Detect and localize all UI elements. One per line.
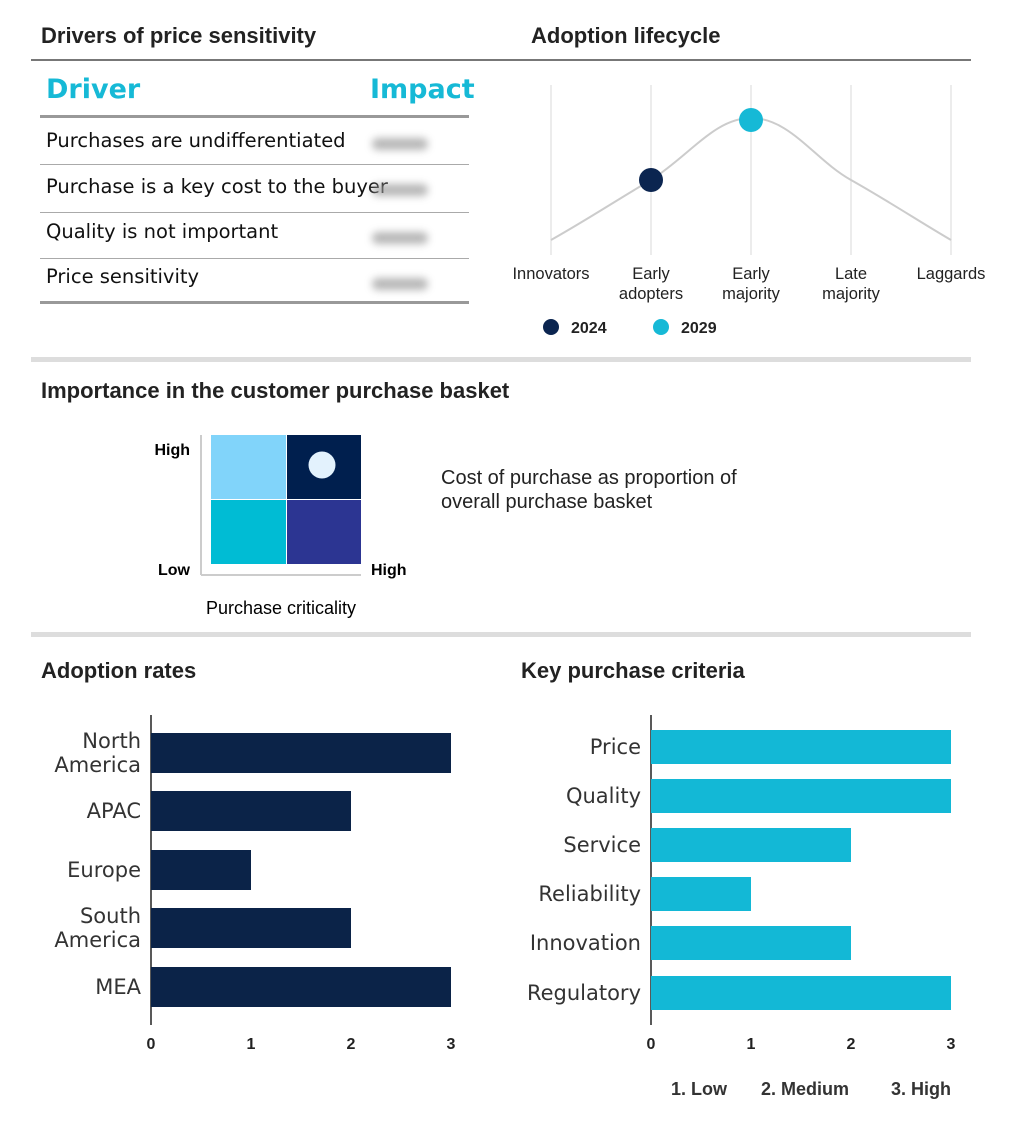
row-divider	[40, 164, 469, 165]
basket-title: Importance in the customer purchase bask…	[41, 378, 510, 403]
table-row: Price sensitivity	[46, 265, 200, 288]
lifecycle-title: Adoption lifecycle	[531, 23, 721, 48]
bar-innovation	[651, 926, 851, 960]
bar-north-america	[151, 733, 451, 773]
adoption-rates-title: Adoption rates	[41, 658, 197, 683]
legend-2029-label: 2029	[681, 320, 717, 337]
bar-reliability	[651, 877, 751, 911]
category-label: Reliability	[538, 882, 641, 906]
stage-label: Late majority	[822, 265, 881, 303]
legend-2024-dot	[543, 319, 559, 335]
cell-bottom-left	[211, 500, 286, 564]
cell-bottom-right	[287, 500, 361, 564]
impact-redacted	[372, 232, 428, 244]
basket-matrix: High Low High Purchase criticality	[154, 435, 407, 618]
category-label: Innovation	[530, 931, 641, 955]
table-row: Purchase is a key cost to the buyer	[46, 175, 388, 198]
stage-label: Early adopters	[619, 265, 683, 303]
impact-redacted	[372, 278, 428, 290]
table-bottom-rule	[40, 301, 469, 304]
category-label: Service	[563, 833, 641, 857]
category-label: Europe	[67, 858, 141, 882]
category-label: South America	[54, 904, 141, 952]
x-high-label: High	[371, 562, 407, 579]
section-divider	[31, 632, 971, 637]
section-divider	[31, 357, 971, 362]
category-label: MEA	[95, 975, 141, 999]
stage-label: Innovators	[512, 265, 589, 283]
lifecycle-chart: Innovators Early adopters Early majority Late…	[512, 85, 986, 337]
bar-regulatory	[651, 976, 951, 1010]
bar-service	[651, 828, 851, 862]
kpc-title: Key purchase criteria	[521, 658, 745, 683]
y-high-label: High	[154, 442, 190, 459]
x-tick-label: 3	[947, 1036, 956, 1053]
bar-europe	[151, 850, 251, 890]
stage-label: Laggards	[917, 265, 986, 283]
bar-price	[651, 730, 951, 764]
header-driver: Driver	[46, 74, 141, 105]
x-tick-label: 2	[347, 1036, 356, 1053]
legend-item: 1. Low	[671, 1079, 728, 1099]
table-row: Quality is not important	[46, 220, 279, 243]
impact-redacted	[372, 184, 428, 196]
category-label: Regulatory	[527, 981, 641, 1005]
bar-apac	[151, 791, 351, 831]
bar-south-america	[151, 908, 351, 948]
x-tick-label: 3	[447, 1036, 456, 1053]
x-tick-label: 2	[847, 1036, 856, 1053]
x-axis-label: Purchase criticality	[206, 598, 356, 618]
marker-2024	[639, 168, 663, 192]
category-label: APAC	[87, 799, 141, 823]
header-impact: Impact	[370, 74, 475, 105]
x-tick-label: 0	[647, 1036, 656, 1053]
legend-item: 3. High	[891, 1079, 951, 1099]
stage-label: Early majority	[722, 265, 781, 303]
position-marker	[308, 451, 336, 479]
title-divider	[31, 59, 971, 61]
row-divider	[40, 212, 469, 213]
x-tick-label: 0	[147, 1036, 156, 1053]
bar-quality	[651, 779, 951, 813]
table-header-rule	[40, 115, 469, 118]
category-label: Price	[590, 735, 641, 759]
x-tick-label: 1	[247, 1036, 256, 1053]
category-label: Quality	[566, 784, 641, 808]
legend-2024-label: 2024	[571, 320, 607, 337]
bar-mea	[151, 967, 451, 1007]
basket-description: Cost of purchase as proportion of overal…	[441, 467, 737, 513]
marker-2029	[739, 108, 763, 132]
category-label: North America	[54, 729, 141, 777]
legend-2029-dot	[653, 319, 669, 335]
x-tick-label: 1	[747, 1036, 756, 1053]
drivers-title: Drivers of price sensitivity	[41, 23, 317, 48]
legend-item: 2. Medium	[761, 1079, 849, 1099]
table-row: Purchases are undifferentiated	[46, 129, 346, 152]
y-low-label: Low	[158, 562, 191, 579]
cell-top-left	[211, 435, 286, 499]
impact-redacted	[372, 138, 428, 150]
row-divider	[40, 258, 469, 259]
